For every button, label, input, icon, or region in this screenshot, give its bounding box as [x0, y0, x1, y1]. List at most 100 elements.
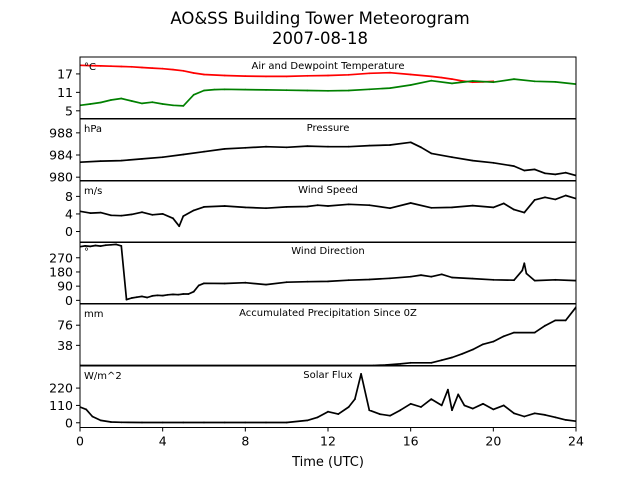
y-tick-label: 0 [65, 224, 73, 239]
data-point [447, 388, 449, 391]
data-point [172, 217, 174, 220]
data-point [141, 211, 143, 214]
data-point [368, 409, 371, 412]
data-point [285, 75, 288, 78]
data-point [451, 82, 453, 85]
data-point [347, 203, 350, 206]
data-point [513, 412, 515, 415]
panel-unit-label: m/s [84, 186, 102, 197]
data-point [141, 295, 143, 298]
data-point [471, 159, 474, 162]
data-point [110, 421, 112, 423]
data-point [110, 243, 112, 246]
data-point [172, 104, 174, 107]
data-point [347, 73, 350, 76]
data-point [544, 414, 546, 416]
x-tick-label: 20 [485, 434, 501, 449]
data-point [89, 245, 92, 248]
y-tick-label: 0 [65, 293, 73, 308]
data-point [564, 419, 567, 421]
data-point [440, 359, 443, 362]
data-point [327, 74, 329, 77]
y-tick-label: 90 [57, 279, 73, 294]
data-point [99, 211, 102, 214]
data-point [161, 103, 164, 105]
data-point [564, 319, 567, 322]
data-point [420, 146, 422, 149]
data-point [115, 243, 118, 246]
data-point [125, 298, 128, 301]
data-point [151, 101, 154, 104]
series-line [80, 373, 576, 424]
data-point [409, 202, 412, 204]
data-point [99, 101, 102, 104]
data-point [223, 148, 226, 150]
y-tick-label: 17 [57, 66, 73, 81]
data-point [451, 356, 453, 359]
data-point [285, 146, 288, 149]
data-point [192, 72, 195, 74]
data-point [471, 407, 474, 410]
data-point [223, 74, 226, 77]
x-tick-label: 16 [403, 434, 419, 449]
data-point [471, 277, 474, 280]
data-point [554, 278, 557, 281]
data-point [347, 89, 350, 92]
series-line [80, 78, 576, 107]
data-point [513, 165, 515, 168]
panel: m/s Wind Speed 0 4 8 [65, 180, 577, 243]
data-point [265, 283, 267, 286]
data-point [471, 80, 474, 82]
data-point [440, 404, 443, 407]
data-point [327, 410, 329, 413]
panel-unit-label: °C [84, 62, 96, 73]
data-point [544, 172, 546, 175]
data-point [327, 205, 329, 207]
data-point [151, 213, 154, 216]
y-tick-label: 984 [49, 148, 73, 163]
data-point [99, 419, 102, 422]
data-point [451, 409, 453, 412]
data-point [306, 145, 309, 148]
data-point [244, 281, 247, 284]
panel-title: Wind Speed [298, 185, 358, 196]
data-point [347, 145, 350, 148]
data-point [285, 421, 288, 424]
data-point [285, 206, 288, 208]
data-point [182, 293, 185, 295]
data-point [430, 152, 433, 155]
data-point [120, 97, 123, 100]
data-point [502, 404, 505, 407]
panel-unit-label: ° [84, 247, 89, 258]
data-point [451, 206, 453, 209]
data-point [244, 88, 247, 91]
panel: W/m^2 Solar Flux 0 110 220 [49, 365, 577, 430]
data-point [461, 352, 464, 355]
data-point [306, 89, 309, 92]
data-point [430, 79, 433, 82]
data-point [564, 194, 567, 197]
data-point [533, 331, 536, 334]
data-point [244, 206, 247, 209]
data-point [327, 89, 329, 92]
data-point [544, 196, 546, 199]
data-point [265, 75, 267, 78]
data-point [178, 225, 181, 228]
data-point [533, 168, 536, 171]
data-point [182, 421, 185, 424]
data-point [492, 408, 495, 411]
data-point [172, 293, 174, 296]
data-point [513, 279, 515, 282]
data-point [316, 416, 319, 419]
data-point [84, 245, 87, 247]
data-point [223, 88, 226, 91]
data-point [451, 156, 453, 159]
data-point [161, 156, 164, 159]
data-point [409, 402, 412, 405]
data-point [502, 335, 505, 338]
data-point [523, 262, 526, 265]
chart-title: AO&SS Building Tower Meteorogram [170, 9, 469, 28]
data-point [389, 144, 391, 146]
data-point [130, 100, 133, 102]
